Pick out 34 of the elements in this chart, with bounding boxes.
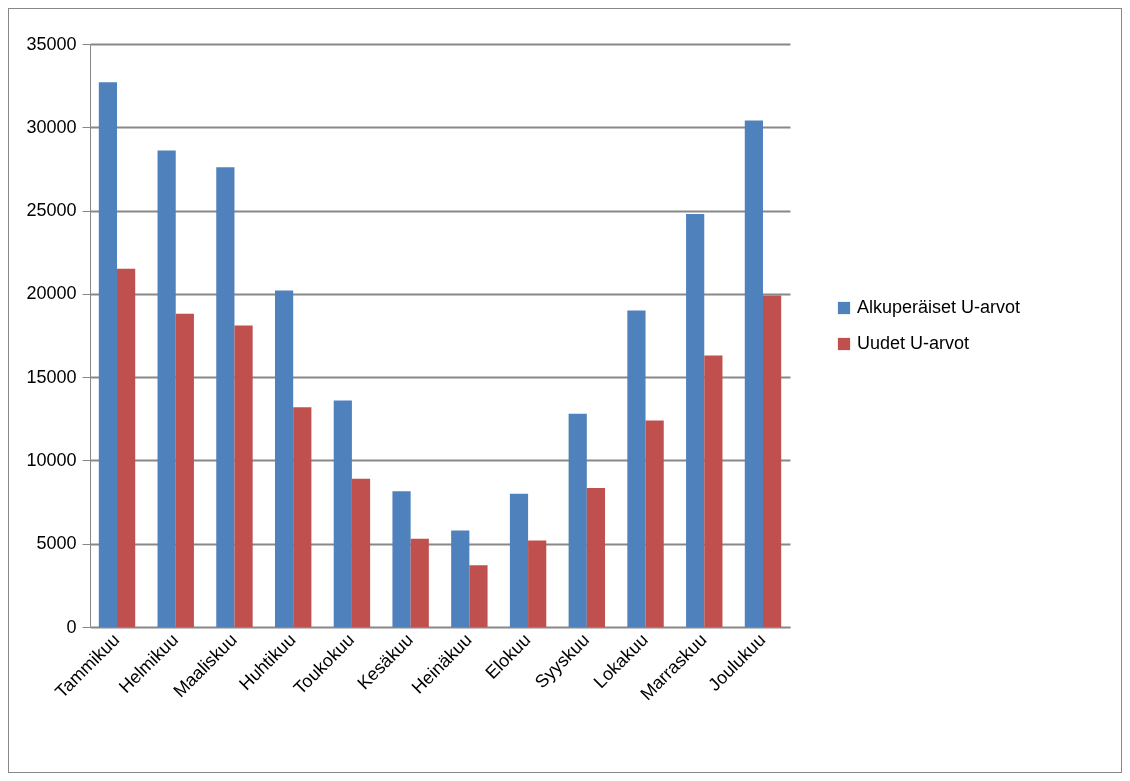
bar — [528, 540, 547, 627]
bar — [762, 295, 782, 627]
bar — [157, 150, 176, 627]
bar — [175, 313, 194, 627]
bar — [234, 325, 253, 627]
bar — [293, 407, 312, 627]
y-tick-label: 20000 — [26, 283, 77, 304]
y-tick-label: 30000 — [26, 116, 77, 137]
y-tick-label: 10000 — [26, 449, 77, 470]
bar — [98, 82, 118, 627]
bar — [686, 213, 705, 627]
bar — [744, 120, 763, 627]
legend-label: Uudet U-arvot — [857, 333, 970, 353]
bar — [509, 493, 529, 627]
y-tick-label: 35000 — [26, 33, 77, 54]
bar — [451, 530, 470, 627]
bar — [216, 167, 235, 627]
bar — [117, 268, 136, 627]
y-tick-label: 5000 — [36, 533, 77, 554]
y-tick-label: 0 — [66, 616, 77, 637]
bar — [333, 400, 352, 627]
legend-label: Alkuperäiset U-arvot — [857, 297, 1021, 317]
bar — [410, 538, 429, 627]
bar — [627, 310, 646, 627]
bar — [392, 491, 411, 627]
bar — [568, 413, 587, 627]
y-tick-label: 25000 — [26, 200, 77, 221]
bar — [469, 565, 488, 627]
bar — [645, 420, 664, 627]
bar — [351, 478, 371, 627]
y-tick-label: 15000 — [26, 366, 77, 387]
bar — [586, 487, 606, 627]
bar — [274, 290, 294, 627]
bar — [704, 355, 723, 627]
